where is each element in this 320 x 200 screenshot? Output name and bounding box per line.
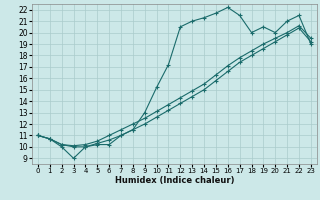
X-axis label: Humidex (Indice chaleur): Humidex (Indice chaleur) — [115, 176, 234, 185]
